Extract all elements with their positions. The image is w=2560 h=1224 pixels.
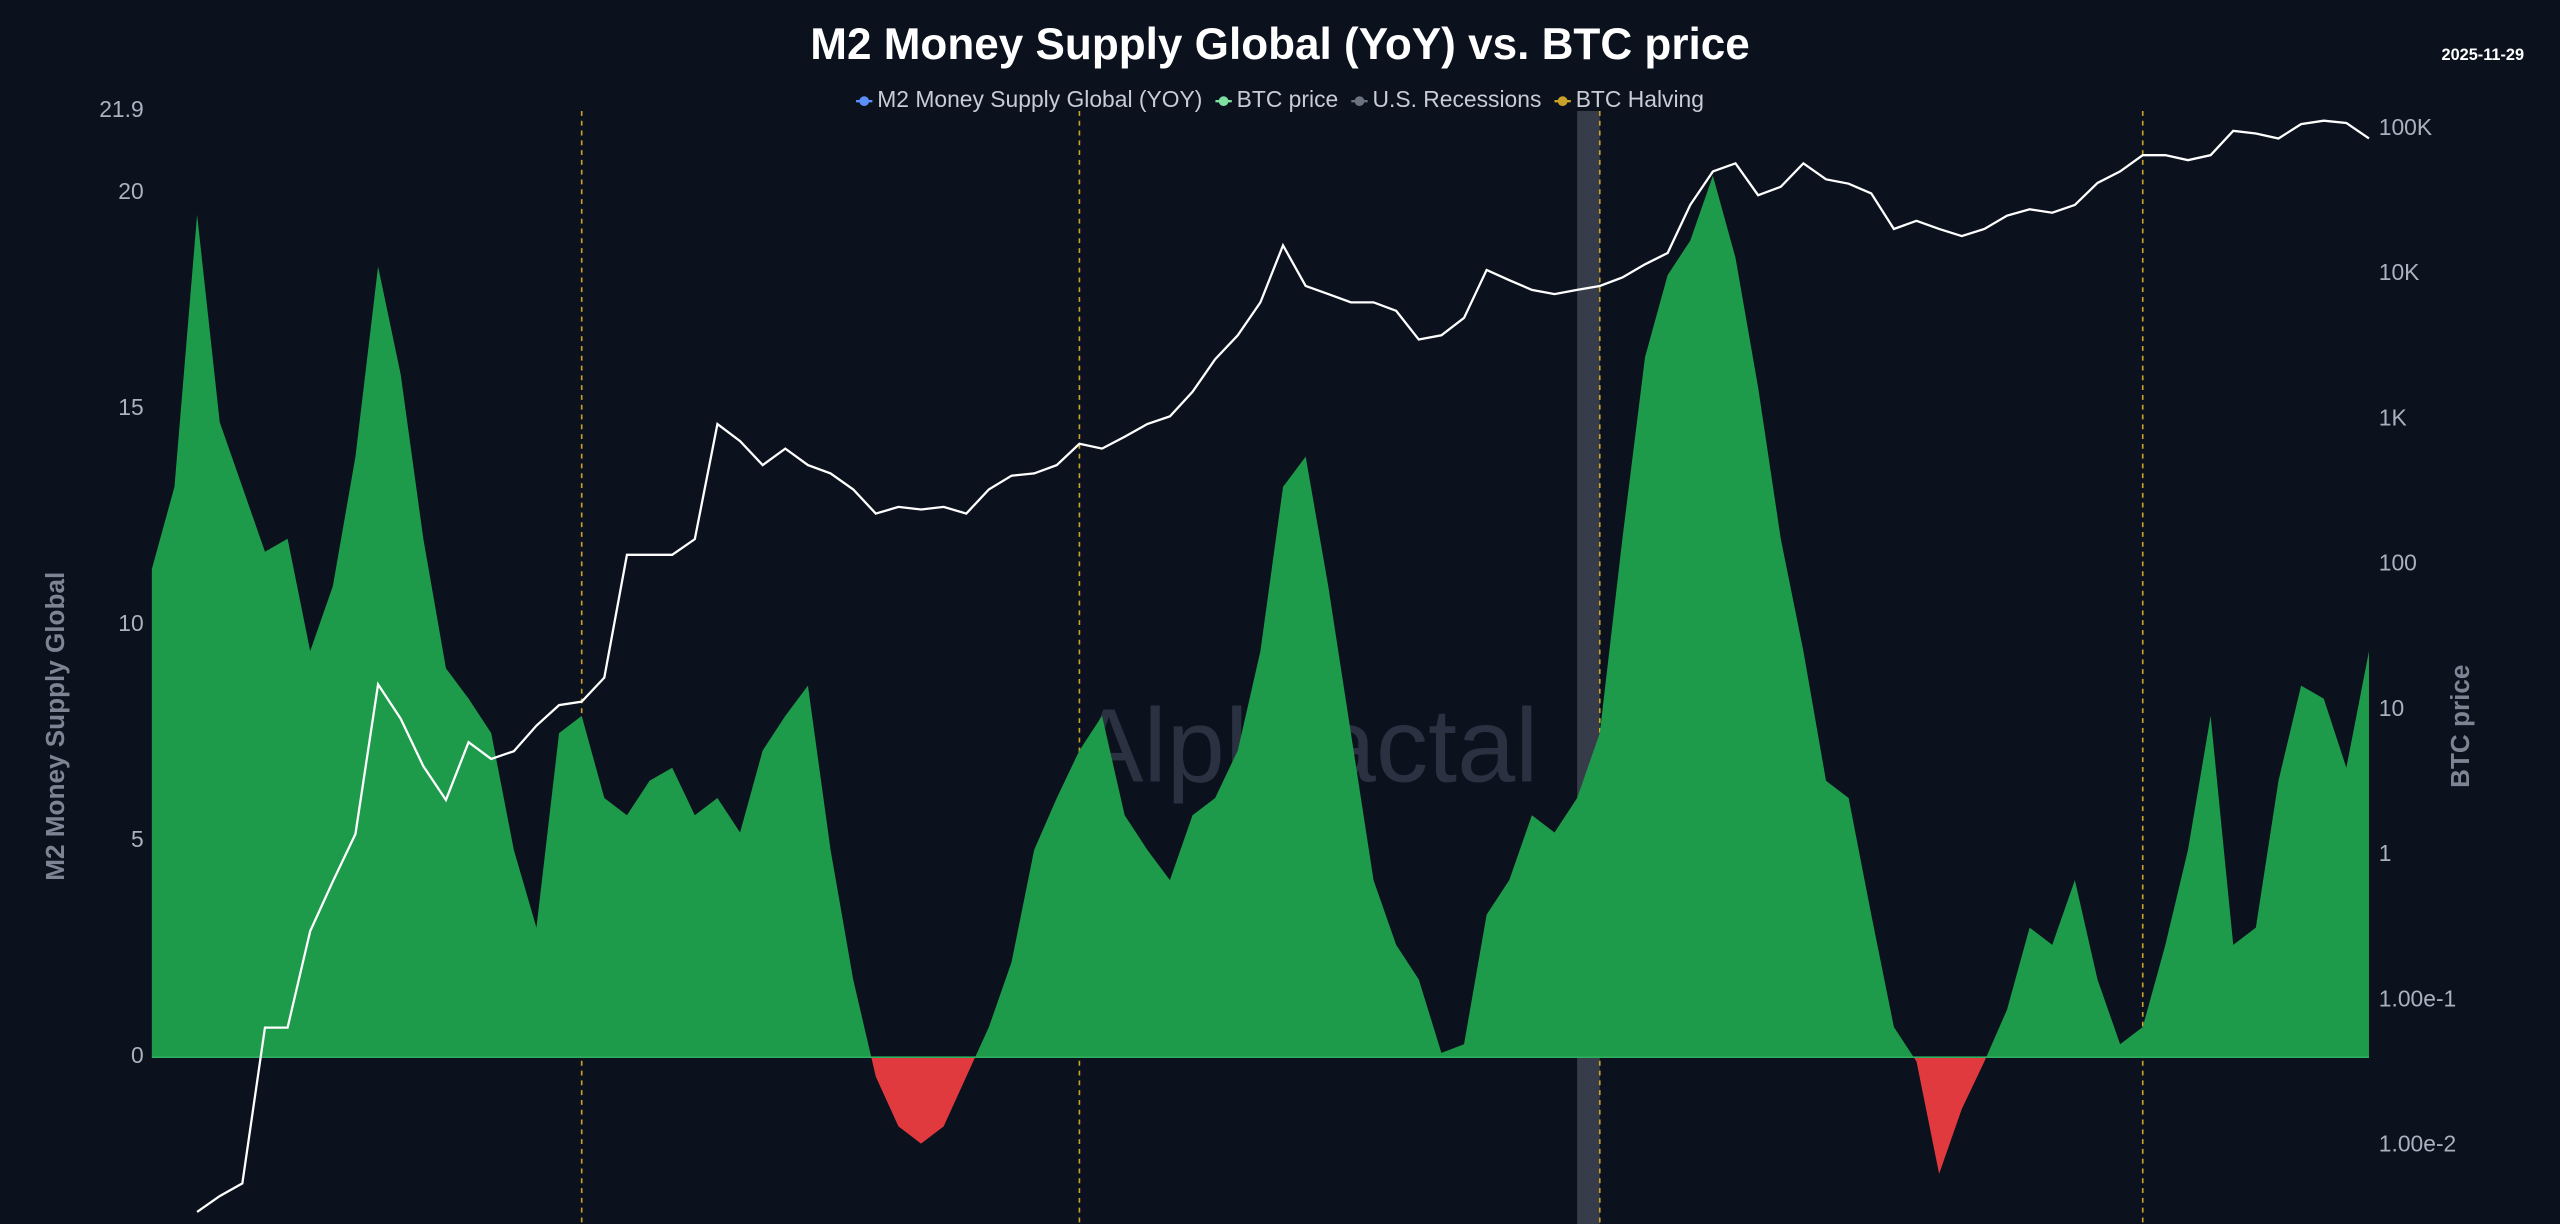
y-tick-label: 15: [118, 394, 143, 420]
legend-marker: [859, 96, 870, 107]
legend-label: BTC price: [1237, 86, 1339, 112]
legend: M2 Money Supply Global (YOY) BTC price U.S…: [856, 86, 1704, 112]
y2-tick-label: 1: [2379, 840, 2392, 866]
legend-marker: [1557, 96, 1568, 107]
legend-marker: [1354, 96, 1365, 107]
y-tick-label: 0: [131, 1042, 144, 1068]
legend-label: M2 Money Supply Global (YOY): [877, 86, 1202, 112]
chart-title: M2 Money Supply Global (YoY) vs. BTC pri…: [810, 20, 1750, 69]
y2-tick-label: 10: [2379, 695, 2404, 721]
btc-line: [196, 119, 2370, 1213]
y2-tick-label: 10K: [2379, 259, 2420, 285]
y2-tick-label: 100K: [2379, 114, 2432, 140]
y-tick-label: 5: [131, 826, 144, 852]
legend-label: U.S. Recessions: [1373, 86, 1542, 112]
y-axis-title: M2 Money Supply Global: [40, 572, 70, 881]
y2-tick-label: 1.00e-1: [2379, 985, 2457, 1011]
m2-area: [151, 175, 2369, 1174]
y2-tick-label: 100: [2379, 550, 2417, 576]
y2-tick-label: 1K: [2379, 404, 2407, 430]
y-tick-label: 10: [118, 610, 143, 636]
y-tick-label: 20: [118, 178, 143, 204]
legend-label: BTC Halving: [1576, 86, 1704, 112]
date-label: 2025-11-29: [2442, 46, 2525, 64]
legend-marker: [1218, 96, 1229, 107]
y2-tick-label: 1.00e-2: [2379, 1131, 2457, 1157]
y2-axis-title: BTC price: [2445, 665, 2475, 788]
y-tick-label: 21.9: [99, 96, 143, 122]
